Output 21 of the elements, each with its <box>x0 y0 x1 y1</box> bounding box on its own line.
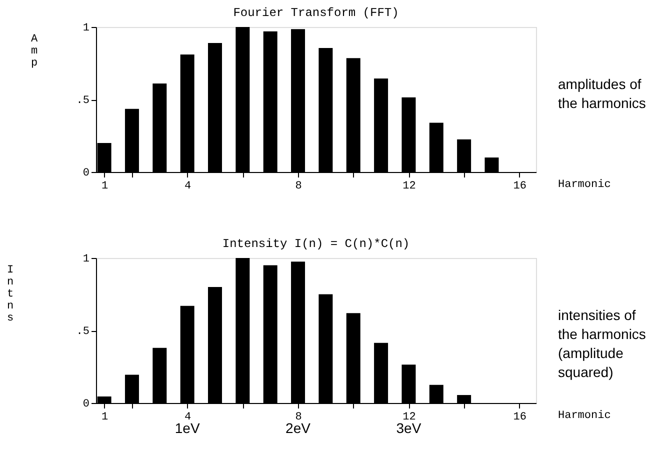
y-axis-title: Amp <box>30 34 38 70</box>
x-tick-label: 8 <box>295 180 302 192</box>
chart-title: Intensity I(n) = C(n)*C(n) <box>222 237 410 251</box>
text: intensities of the harmonics (amplitude squared) <box>558 307 646 380</box>
y-tick-label: 0 <box>82 398 90 410</box>
x-axis-title: Harmonic <box>558 410 611 422</box>
x-tick-label: 4 <box>184 180 192 192</box>
x-tick-label: 16 <box>513 180 526 192</box>
x-tick-label: 12 <box>402 180 416 192</box>
y-tick-label: .5 <box>76 326 90 338</box>
y-tick-label: 1 <box>82 254 90 266</box>
x-tick-label: 1 <box>101 180 108 192</box>
y-tick-label: .5 <box>76 95 90 107</box>
x-tick-label: 16 <box>513 412 526 424</box>
text: amplitudes of the harmonics <box>558 76 646 111</box>
chart-title: Fourier Transform (FFT) <box>233 6 399 20</box>
y-tick-label: 1 <box>82 22 90 34</box>
y-tick-label: 0 <box>82 168 90 180</box>
x-tick-label: 1 <box>101 412 108 424</box>
x-axis-title: Harmonic <box>558 179 611 191</box>
y-axis-title: Intns <box>6 264 14 324</box>
